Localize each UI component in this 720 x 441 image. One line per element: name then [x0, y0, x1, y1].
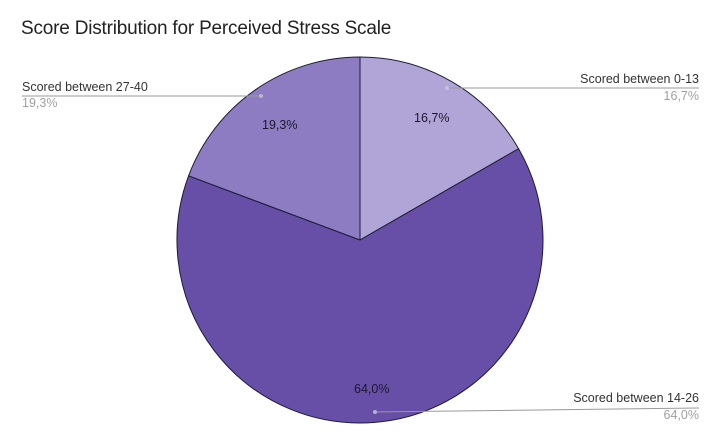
inner-value-27-40: 19,3%	[262, 118, 298, 132]
pie-slice-27-40	[187, 56, 361, 241]
leader-line-14-26	[374, 407, 700, 413]
slice-percent-0-13: 16,7%	[663, 89, 699, 103]
chart-title: Score Distribution for Perceived Stress …	[21, 18, 392, 39]
slice-label-0-13: Scored between 0-13	[580, 72, 699, 86]
inner-value-0-13: 16,7%	[414, 111, 450, 125]
pie-slice-14-26	[176, 148, 544, 424]
inner-value-14-26: 64,0%	[354, 382, 390, 396]
slice-percent-27-40: 19,3%	[22, 96, 58, 110]
slice-label-27-40: Scored between 27-40	[22, 80, 148, 94]
slice-percent-14-26: 64,0%	[663, 408, 699, 422]
slice-label-14-26: Scored between 14-26	[573, 391, 699, 405]
pie-slice-0-13	[359, 56, 520, 241]
